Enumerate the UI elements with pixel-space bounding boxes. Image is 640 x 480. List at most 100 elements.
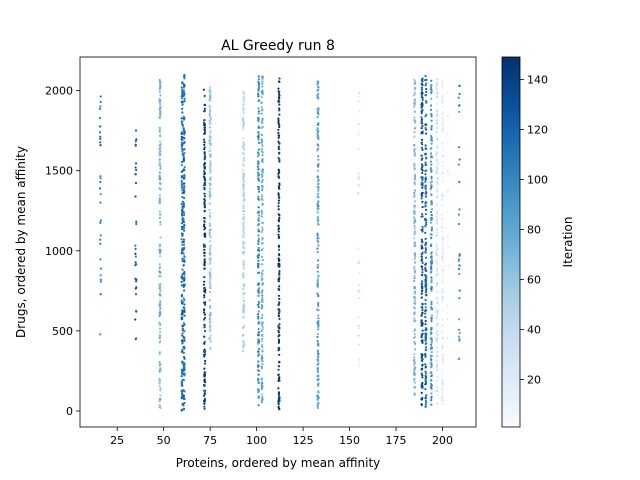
scatter-point xyxy=(458,338,461,341)
scatter-point xyxy=(435,102,438,106)
scatter-point xyxy=(260,138,263,141)
scatter-point xyxy=(435,353,438,356)
scatter-point xyxy=(278,80,281,83)
scatter-point xyxy=(430,392,433,395)
x-tick-label: 75 xyxy=(203,434,217,447)
scatter-point xyxy=(181,150,184,153)
scatter-point xyxy=(317,309,320,312)
scatter-point xyxy=(257,322,260,325)
scatter-point xyxy=(435,309,438,312)
scatter-point xyxy=(424,250,427,253)
scatter-point xyxy=(158,79,161,82)
scatter-point xyxy=(277,195,280,199)
scatter-point xyxy=(98,187,101,190)
scatter-point xyxy=(203,131,207,135)
scatter-point xyxy=(181,341,184,344)
scatter-point xyxy=(440,386,444,389)
scatter-point xyxy=(420,131,423,135)
scatter-point xyxy=(430,124,433,128)
scatter-point xyxy=(436,202,439,205)
scatter-point xyxy=(441,278,444,281)
scatter-point xyxy=(277,131,280,134)
scatter-point xyxy=(458,289,461,292)
scatter-point xyxy=(242,296,245,299)
scatter-point xyxy=(441,256,444,259)
scatter-point xyxy=(435,151,438,154)
scatter-point xyxy=(183,273,186,276)
scatter-point xyxy=(260,340,264,343)
scatter-point xyxy=(261,82,264,85)
scatter-point xyxy=(257,340,261,343)
scatter-point xyxy=(203,209,206,212)
scatter-point xyxy=(430,339,433,342)
scatter-point xyxy=(420,319,423,322)
scatter-point xyxy=(203,188,206,191)
chart-title: AL Greedy run 8 xyxy=(221,38,335,54)
scatter-point xyxy=(430,226,434,229)
scatter-point xyxy=(430,317,433,320)
scatter-point xyxy=(435,190,438,193)
scatter-point xyxy=(429,88,432,91)
scatter-point xyxy=(242,311,245,315)
scatter-point xyxy=(242,98,246,101)
scatter-point xyxy=(457,335,460,338)
scatter-point xyxy=(458,84,461,87)
scatter-point xyxy=(429,343,433,346)
scatter-point xyxy=(277,208,280,211)
scatter-point xyxy=(209,136,212,139)
scatter-point xyxy=(98,116,101,120)
scatter-point xyxy=(159,165,162,168)
scatter-point xyxy=(242,251,245,254)
scatter-point xyxy=(317,390,320,393)
scatter-point xyxy=(420,403,423,407)
scatter-point xyxy=(261,277,264,280)
scatter-point xyxy=(99,144,102,147)
scatter-point xyxy=(413,119,416,122)
scatter-point xyxy=(421,268,424,271)
scatter-point xyxy=(241,326,245,329)
scatter-point xyxy=(317,182,320,186)
scatter-point xyxy=(458,110,461,113)
scatter-point xyxy=(278,109,281,112)
scatter-point xyxy=(182,306,185,309)
scatter-point xyxy=(458,92,461,96)
scatter-point xyxy=(413,243,416,246)
scatter-point xyxy=(430,277,433,280)
scatter-point xyxy=(413,183,417,186)
scatter-point xyxy=(209,183,212,186)
scatter-point xyxy=(424,355,427,359)
y-axis-label: Drugs, ordered by mean affinity xyxy=(14,146,28,338)
scatter-point xyxy=(257,259,260,262)
colorbar-tick-label: 140 xyxy=(527,74,548,87)
scatter-point xyxy=(257,117,260,120)
scatter-point xyxy=(158,382,161,385)
scatter-point xyxy=(317,147,320,150)
scatter-point xyxy=(457,222,461,226)
scatter-point xyxy=(413,297,416,300)
scatter-point xyxy=(257,133,261,136)
scatter-point xyxy=(458,331,461,334)
scatter-point xyxy=(182,94,185,97)
scatter-point xyxy=(257,160,260,163)
scatter-point xyxy=(135,263,138,266)
scatter-point xyxy=(208,217,212,220)
scatter-point xyxy=(436,325,439,328)
scatter-point xyxy=(430,97,433,100)
scatter-point xyxy=(277,329,280,333)
scatter-point xyxy=(203,379,206,382)
scatter-point xyxy=(429,181,432,184)
scatter-point xyxy=(440,381,444,384)
scatter-point xyxy=(203,302,207,305)
scatter-point xyxy=(458,297,461,300)
scatter-point xyxy=(278,361,281,364)
scatter-point xyxy=(413,270,417,273)
scatter-point xyxy=(446,132,449,135)
scatter-point xyxy=(242,265,246,268)
scatter-point xyxy=(441,172,444,175)
scatter-point xyxy=(257,338,260,341)
scatter-point xyxy=(260,384,263,387)
scatter-point xyxy=(257,141,261,145)
scatter-point xyxy=(261,198,264,201)
scatter-point xyxy=(159,323,162,326)
scatter-point xyxy=(413,91,416,94)
